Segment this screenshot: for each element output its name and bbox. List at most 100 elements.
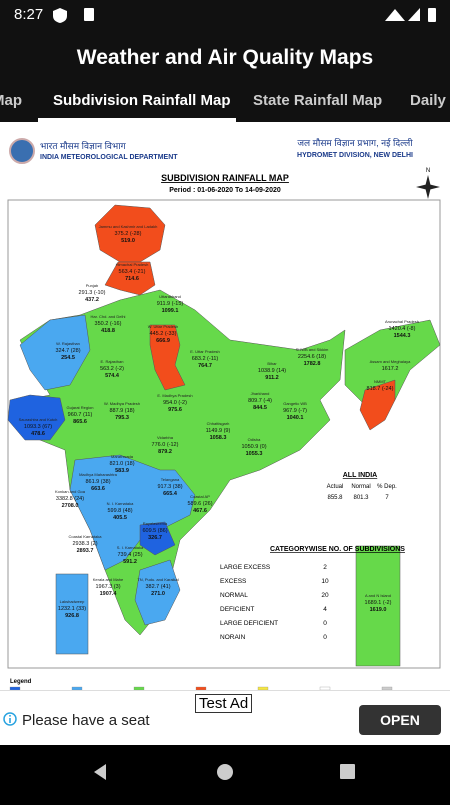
region-actual: 776.0 (-12) — [152, 442, 179, 448]
legend-swatch — [319, 686, 331, 690]
app-bar: Weather and Air Quality Maps Map Subdivi… — [0, 30, 450, 122]
categories-title: CATEGORYWISE NO. OF SUBDIVISIONS — [270, 546, 405, 553]
ad-banner[interactable]: Please have a seat Test Ad OPEN — [0, 690, 450, 746]
north-label: N — [426, 168, 430, 174]
region-actual: 1050.9 (0) — [241, 444, 266, 450]
region-normal: 1619.0 — [370, 607, 387, 613]
region-name: Coastal Karnataka — [69, 534, 103, 539]
map-title: SUBDIVISION RAINFALL MAP — [161, 173, 289, 183]
region-name: Rayalaseema — [143, 521, 168, 526]
all-india-header: Normal — [351, 484, 370, 490]
category-count: 2 — [323, 564, 327, 571]
region-normal: 1544.3 — [394, 333, 411, 339]
region-actual: 563.2 (-2) — [100, 366, 124, 372]
ad-info-icon[interactable] — [2, 711, 22, 731]
map-frame — [7, 199, 441, 669]
region-name: S. I. Karnataka — [117, 545, 144, 550]
region-name: Gangetic WB — [283, 401, 307, 406]
category-name: LARGE DEFICIENT — [220, 620, 278, 627]
region-name: Bihar — [267, 361, 277, 366]
region-normal: 574.4 — [105, 373, 120, 379]
region-actual: 375.2 (-28) — [115, 231, 142, 237]
region-normal: 1058.3 — [210, 435, 227, 441]
region-name: Jammu and Kashmir and Ladakh — [99, 224, 158, 229]
region-actual: 324.7 (28) — [55, 348, 80, 354]
category-name: NORMAL — [220, 592, 248, 599]
region-actual: 818.7 (-24) — [367, 386, 394, 392]
region-actual: 1232.1 (33) — [58, 606, 86, 612]
region-name: TN, Pudu. and Karaikal — [137, 577, 178, 582]
tab[interactable]: Daily R — [410, 92, 450, 109]
region-name: Telangana — [161, 477, 180, 482]
region-actual: 563.4 (-21) — [119, 269, 146, 275]
division-english: HYDROMET DIVISION, NEW DELHI — [297, 152, 413, 159]
region-normal: 714.6 — [125, 276, 139, 282]
category-name: EXCESS — [220, 578, 247, 585]
region-actual: 1689.1 (-2) — [365, 600, 392, 606]
region-name: Jharkhand — [251, 391, 270, 396]
region-actual: 589.6 (26) — [187, 501, 212, 507]
compass: N — [416, 168, 440, 199]
region-name: E. Rajasthan — [101, 359, 124, 364]
region-normal: 911.2 — [265, 375, 278, 381]
region-actual: 2254.6 (18) — [298, 354, 326, 360]
legend-swatch — [381, 686, 393, 690]
all-india-value: 855.8 — [327, 495, 343, 501]
back-button[interactable] — [94, 764, 106, 780]
tab[interactable]: State Rainfall Map — [253, 92, 383, 109]
region-normal: 975.6 — [168, 407, 182, 413]
region-name: N. I. Karnataka — [107, 501, 134, 506]
region-actual: 739.4 (25) — [117, 552, 142, 558]
all-india-table: ALL INDIA — [343, 472, 377, 479]
period: Period : 01-06-2020 To 14-09-2020 — [169, 187, 281, 194]
region-normal: 271.0 — [151, 591, 165, 597]
region-name: Assam and Meghalaya — [370, 359, 411, 364]
category-count: 0 — [323, 634, 327, 641]
recents-button[interactable] — [340, 764, 355, 779]
region-name: Konkan and Goa — [55, 489, 86, 494]
region-normal: 478.6 — [31, 431, 45, 437]
region-normal: 326.7 — [148, 535, 162, 541]
region-normal: 795.3 — [115, 415, 129, 421]
tab[interactable]: Subdivision Rainfall Map — [53, 92, 231, 109]
region-actual: 291.3 (-10) — [79, 290, 106, 296]
region-normal: 1055.3 — [246, 451, 263, 457]
region-actual: 1093.3 (67) — [24, 424, 52, 430]
region-actual: 861.9 (38) — [85, 479, 110, 485]
region-actual: 967.9 (-7) — [283, 408, 307, 414]
legend-swatch — [133, 686, 145, 690]
tab[interactable]: Map — [0, 92, 22, 109]
region-actual: 683.2 (-11) — [192, 356, 219, 362]
region-actual: 1967.3 (3) — [95, 584, 120, 590]
region-name: E. Madhya Pradesh — [157, 393, 192, 398]
region-actual: 609.5 (86) — [142, 528, 167, 534]
region-normal: 926.8 — [65, 613, 79, 619]
region-name: E. Uttar Pradesh — [190, 349, 220, 354]
region-actual: 887.9 (18) — [109, 408, 134, 414]
ad-open-button[interactable]: OPEN — [359, 705, 441, 735]
category-name: NORAIN — [220, 634, 246, 641]
region-name: Punjab — [86, 283, 99, 288]
region-actual: 2938.3 (2) — [72, 541, 97, 547]
region-name: Himachal Pradesh — [116, 262, 149, 267]
legend-title: Legend — [10, 679, 32, 685]
legend-swatch — [71, 686, 83, 690]
status-icons — [53, 8, 436, 23]
region-name: W. Madhya Pradesh — [104, 401, 140, 406]
region-name: Saurashtra and Kutch — [19, 417, 58, 422]
region-actual: 382.7 (41) — [145, 584, 170, 590]
status-bar: 8:27 — [0, 0, 450, 30]
region-name: Odisha — [248, 437, 261, 442]
region-actual: 917.3 (38) — [157, 484, 182, 490]
region-actual: 1420.4 (-8) — [389, 326, 416, 332]
region-name: A and N Island — [365, 593, 391, 598]
region-normal: 2893.7 — [77, 548, 94, 554]
app-title: Weather and Air Quality Maps — [76, 46, 374, 69]
all-india-value: 801.3 — [353, 495, 369, 501]
category-count: 20 — [321, 592, 329, 599]
region-normal: 405.5 — [113, 515, 127, 521]
rainfall-map: भारत मौसम विज्ञान विभाग INDIA METEOROLOG… — [7, 137, 441, 690]
region-actual: 960.7 (11) — [68, 412, 93, 418]
home-button[interactable] — [217, 764, 233, 780]
region-normal: 2708.0 — [62, 503, 79, 509]
